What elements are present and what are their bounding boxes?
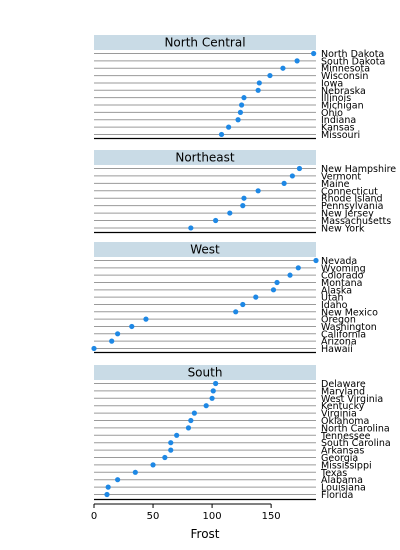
- data-point-nebraska: [256, 88, 261, 93]
- data-point-oregon: [143, 317, 148, 322]
- data-point-vermont: [290, 173, 295, 178]
- data-point-new-jersey: [227, 210, 232, 215]
- data-point-wisconsin: [267, 73, 272, 78]
- data-point-nevada: [313, 258, 318, 263]
- data-point-south-carolina: [168, 440, 173, 445]
- data-point-north-dakota: [311, 51, 316, 56]
- panel-title-south: South: [188, 366, 223, 380]
- data-point-missouri: [219, 132, 224, 137]
- data-point-washington: [129, 324, 134, 329]
- data-point-alabama: [115, 477, 120, 482]
- row-label-missouri: Missouri: [321, 130, 360, 141]
- data-point-arizona: [109, 339, 114, 344]
- data-point-kansas: [226, 125, 231, 130]
- panel-title-north-central: North Central: [164, 36, 245, 50]
- data-point-minnesota: [280, 66, 285, 71]
- data-point-massachusetts: [213, 218, 218, 223]
- row-label-hawaii: Hawaii: [321, 344, 353, 355]
- data-point-colorado: [287, 273, 292, 278]
- data-point-new-york: [188, 225, 193, 230]
- data-point-kentucky: [204, 403, 209, 408]
- x-tick-label: 0: [91, 511, 97, 522]
- data-point-indiana: [235, 117, 240, 122]
- data-point-illinois: [241, 95, 246, 100]
- data-point-utah: [253, 295, 258, 300]
- panel-title-northeast: Northeast: [175, 151, 235, 165]
- data-point-pennsylvania: [240, 203, 245, 208]
- data-point-florida: [104, 492, 109, 497]
- data-point-montana: [274, 280, 279, 285]
- data-point-michigan: [239, 102, 244, 107]
- x-tick-label: 50: [147, 511, 160, 522]
- row-label-new-york: New York: [321, 223, 365, 234]
- data-point-oklahoma: [188, 418, 193, 423]
- data-point-alaska: [271, 287, 276, 292]
- data-point-south-dakota: [295, 58, 300, 63]
- data-point-virginia: [192, 411, 197, 416]
- x-tick-label: 100: [203, 511, 222, 522]
- data-point-arkansas: [168, 448, 173, 453]
- data-point-california: [115, 331, 120, 336]
- data-point-delaware: [213, 381, 218, 386]
- data-point-iowa: [257, 80, 262, 85]
- data-point-new-mexico: [233, 309, 238, 314]
- data-point-idaho: [240, 302, 245, 307]
- panel-title-west: West: [190, 243, 220, 257]
- data-point-mississippi: [150, 462, 155, 467]
- data-point-georgia: [162, 455, 167, 460]
- x-axis-title: Frost: [191, 527, 220, 541]
- data-point-new-hampshire: [297, 166, 302, 171]
- data-point-louisiana: [106, 485, 111, 490]
- data-point-hawaii: [91, 346, 96, 351]
- x-tick-label: 150: [262, 511, 281, 522]
- data-point-west-virginia: [209, 396, 214, 401]
- row-label-florida: Florida: [321, 490, 353, 501]
- data-point-maine: [282, 181, 287, 186]
- data-point-ohio: [238, 110, 243, 115]
- data-point-maryland: [211, 388, 216, 393]
- data-point-tennessee: [174, 433, 179, 438]
- data-point-connecticut: [256, 188, 261, 193]
- data-point-rhode-island: [241, 196, 246, 201]
- data-point-texas: [133, 470, 138, 475]
- data-point-north-carolina: [186, 425, 191, 430]
- data-point-wyoming: [296, 265, 301, 270]
